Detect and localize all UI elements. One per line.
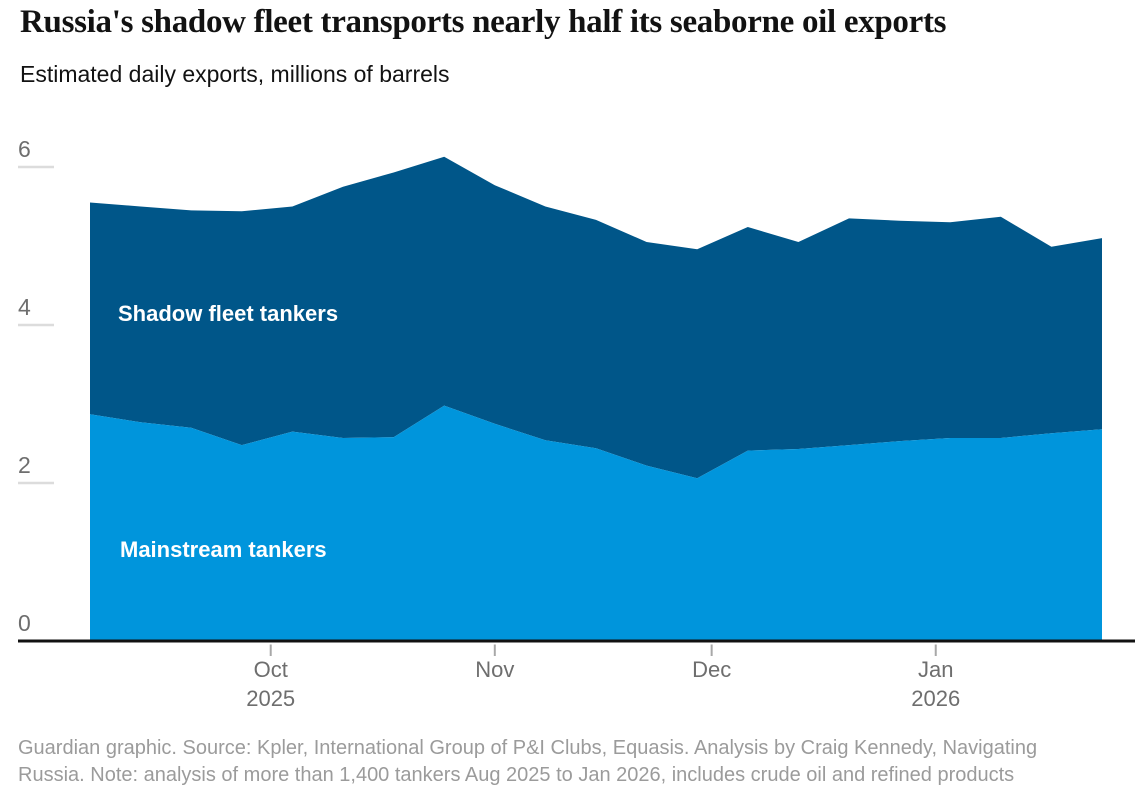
source-note-line2: Russia. Note: analysis of more than 1,40… [18,764,1015,786]
chart-title: Russia's shadow fleet transports nearly … [20,4,947,40]
x-axis-label-oct: Oct [253,657,288,682]
x-axis-label-nov: Nov [475,657,515,682]
shadow-fleet-area [90,156,1102,479]
x-axis-year-label-2026: 2026 [911,686,961,711]
source-note: Guardian graphic. Source: Kpler, Interna… [18,735,1122,789]
y-axis-label-0: 0 [18,610,31,636]
mainstream-tankers-area [90,405,1102,641]
x-axis-tick-marks [269,644,937,656]
chart-subtitle: Estimated daily exports, millions of bar… [20,61,450,87]
y-axis-tick-lines [18,165,54,485]
source-note-line1: Guardian graphic. Source: Kpler, Interna… [18,737,1038,759]
x-axis-year-label-2025: 2025 [246,686,296,711]
y-axis-label-6: 6 [18,136,31,162]
mainstream-series-label: Mainstream tankers [120,537,327,562]
y-axis-label-2: 2 [18,452,31,478]
y-axis-label-4: 4 [18,294,31,320]
x-axis-label-dec: Dec [692,657,732,682]
shadow-fleet-series-label: Shadow fleet tankers [118,301,339,326]
x-axis-label-jan: Jan [917,657,954,682]
